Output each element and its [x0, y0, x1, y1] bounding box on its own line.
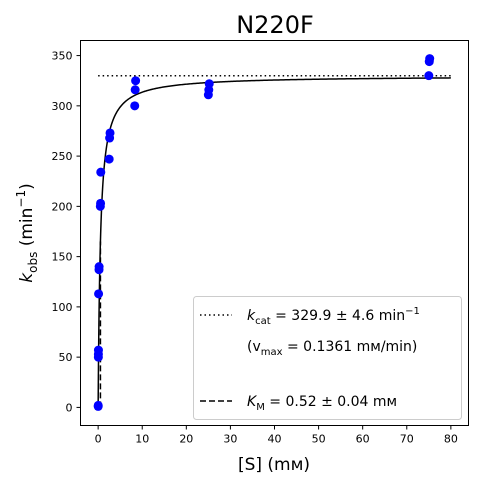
y-label-superscript: −1 [14, 190, 28, 208]
legend-kcat-symbol: k [247, 308, 256, 324]
data-point [93, 400, 103, 410]
data-point [94, 262, 104, 272]
y-tick-label: 150 [52, 251, 73, 264]
data-point [130, 85, 140, 95]
y-tick-label: 350 [52, 50, 73, 63]
y-tick-label: 50 [59, 351, 73, 364]
y-label-close: ) [17, 183, 37, 190]
x-axis-label: [S] (mм) [238, 455, 310, 475]
y-label-subscript: obs [26, 252, 40, 273]
legend-km-text: KM = 0.52 ± 0.04 mм [247, 394, 397, 413]
y-label-unit: (min [17, 208, 37, 252]
y-label-symbol: k [17, 272, 37, 283]
x-axis-ticks: 0 10 20 30 40 50 60 70 80 [95, 425, 458, 446]
legend-kcat-text: kcat = 329.9 ± 4.6 min−1 [247, 306, 420, 327]
y-axis-label: kobs (min−1) [14, 183, 40, 283]
data-point [425, 54, 435, 64]
data-point [93, 345, 103, 355]
data-point [105, 128, 115, 138]
legend: kcat = 329.9 ± 4.6 min−1 (vmax = 0.1361 … [193, 296, 462, 420]
legend-kcat-subscript: cat [255, 316, 271, 327]
y-tick-label: 300 [52, 100, 73, 113]
x-tick-label: 0 [95, 433, 102, 446]
legend-km-value: = 0.52 ± 0.04 mм [265, 394, 397, 410]
data-point [104, 154, 114, 164]
data-point [204, 79, 214, 89]
legend-km-symbol: K [247, 394, 258, 410]
x-tick-label: 30 [223, 433, 237, 446]
legend-vmax-text: (vmax = 0.1361 mм/min) [247, 339, 417, 358]
x-tick-label: 50 [312, 433, 326, 446]
plot-area [93, 54, 451, 411]
x-tick-label: 40 [268, 433, 282, 446]
y-tick-label: 100 [52, 301, 73, 314]
data-point [94, 289, 104, 299]
legend-kcat-superscript: −1 [405, 306, 420, 317]
legend-km-subscript: M [256, 402, 265, 413]
data-point [96, 167, 106, 177]
y-tick-label: 0 [66, 401, 73, 414]
x-tick-label: 80 [444, 433, 458, 446]
legend-vmax-subscript: max [261, 347, 283, 358]
data-point [424, 71, 434, 81]
y-tick-label: 200 [52, 200, 73, 213]
legend-vmax-value: = 0.1361 mм/min) [283, 339, 418, 355]
data-point [96, 198, 106, 208]
chart-title: N220F [236, 11, 314, 39]
legend-vmax-open: (v [247, 339, 261, 355]
legend-kcat-value: = 329.9 ± 4.6 min [271, 308, 405, 324]
y-tick-label: 250 [52, 150, 73, 163]
x-tick-label: 20 [179, 433, 193, 446]
data-point [130, 101, 140, 111]
legend-box [193, 296, 462, 420]
x-tick-label: 10 [135, 433, 149, 446]
y-axis-ticks: 0 50 100 150 200 250 300 350 [52, 50, 81, 414]
x-tick-label: 70 [400, 433, 414, 446]
data-point [131, 76, 141, 86]
x-tick-label: 60 [356, 433, 370, 446]
